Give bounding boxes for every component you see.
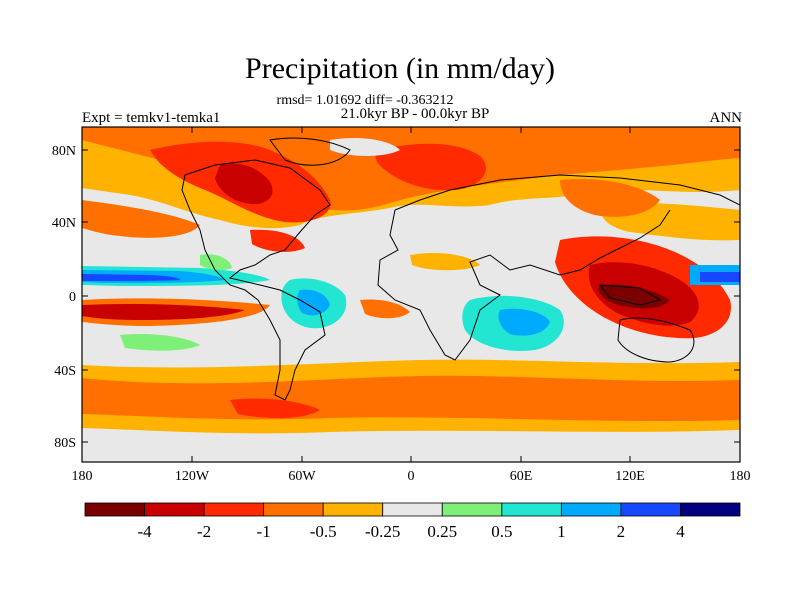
lon-tick-60w: 60W xyxy=(288,469,316,484)
lon-tick-180e: 180 xyxy=(730,469,751,484)
colorbar-swatch xyxy=(680,502,741,517)
colorbar-label: -1 xyxy=(257,522,271,541)
colorbar-label: 0.5 xyxy=(491,522,512,541)
colorbar-swatch xyxy=(322,502,384,517)
colorbar-swatch xyxy=(382,502,443,517)
colorbar-label: 2 xyxy=(617,522,626,541)
colorbar-label: -2 xyxy=(197,522,211,541)
colorbar-label: -4 xyxy=(137,522,152,541)
colorbar-swatch xyxy=(203,502,265,517)
lat-tick-40s: 40S xyxy=(54,364,76,379)
colorbar-swatch xyxy=(84,502,145,517)
lon-tick-120w: 120W xyxy=(175,469,210,484)
lat-tick-0: 0 xyxy=(69,290,76,305)
chart-title: Precipitation (in mm/day) xyxy=(245,52,555,85)
colorbar-label: -0.25 xyxy=(365,522,400,541)
stats-line: rmsd= 1.01692 diff= -0.363212 xyxy=(276,93,454,108)
colorbar-swatch xyxy=(620,502,681,517)
colorbar-swatch xyxy=(501,502,562,517)
experiment-label: Expt = temkv1-temka1 xyxy=(82,110,221,126)
colorbar-label: 4 xyxy=(676,522,685,541)
lon-tick-120e: 120E xyxy=(615,469,645,484)
lon-tick-60e: 60E xyxy=(510,469,533,484)
period-line: 21.0kyr BP - 00.0kyr BP xyxy=(340,106,490,122)
colorbar-label: 0.25 xyxy=(427,522,457,541)
precip-field xyxy=(82,127,740,462)
lon-tick-180w: 180 xyxy=(72,469,93,484)
season-label: ANN xyxy=(709,110,743,126)
lon-axis: 180 120W 60W 0 60E 120E 180 xyxy=(72,127,751,484)
colorbar-label: 1 xyxy=(557,522,566,541)
colorbar-swatch xyxy=(441,502,503,517)
colorbar-swatch xyxy=(263,502,324,517)
colorbar-label: -0.5 xyxy=(310,522,337,541)
lat-tick-80s: 80S xyxy=(54,436,76,451)
colorbar-swatch xyxy=(144,502,205,517)
lon-tick-0: 0 xyxy=(408,469,415,484)
coastlines xyxy=(181,137,740,401)
colorbar-swatch xyxy=(560,502,622,517)
colorbar: -4 -2 -1 -0.5 -0.25 0.25 0.5 1 2 4 xyxy=(84,502,741,541)
lat-tick-40n: 40N xyxy=(52,216,76,231)
lat-tick-80n: 80N xyxy=(52,144,76,159)
lat-axis: 80N 40N 0 40S 80S xyxy=(52,144,740,451)
